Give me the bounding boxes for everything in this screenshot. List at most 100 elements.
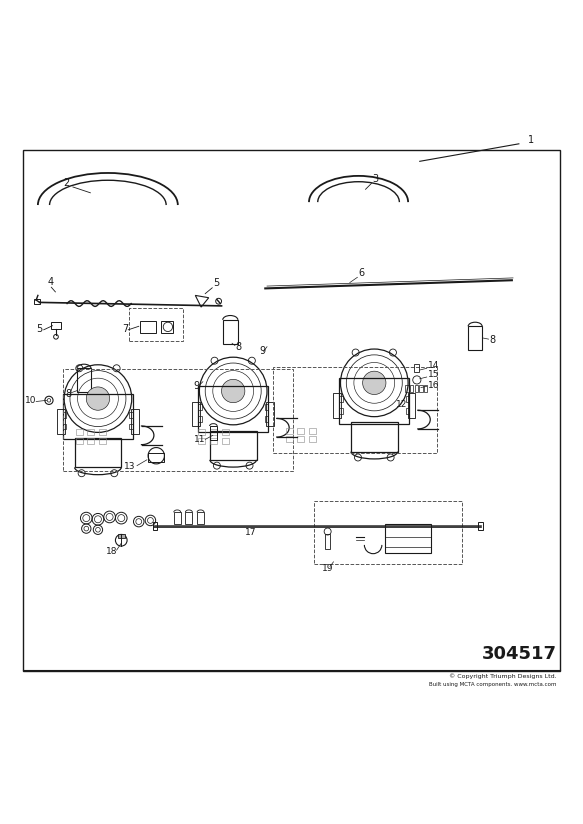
- Bar: [309, 428, 316, 434]
- Bar: [210, 429, 217, 435]
- Text: 304517: 304517: [482, 644, 557, 662]
- Bar: [286, 437, 293, 442]
- Bar: [118, 535, 125, 538]
- Bar: [265, 405, 268, 410]
- Bar: [222, 429, 229, 435]
- Bar: [223, 320, 238, 344]
- Text: 5: 5: [36, 324, 43, 334]
- Bar: [129, 424, 133, 429]
- Bar: [339, 378, 409, 424]
- Text: 9: 9: [259, 346, 266, 356]
- Bar: [405, 385, 409, 391]
- Text: 11: 11: [194, 435, 205, 444]
- Text: 19: 19: [322, 564, 334, 573]
- Text: 1: 1: [528, 134, 534, 145]
- Bar: [198, 438, 205, 444]
- Bar: [478, 522, 483, 530]
- Text: 8: 8: [490, 335, 496, 345]
- Circle shape: [86, 387, 110, 410]
- Bar: [87, 429, 94, 435]
- Bar: [34, 299, 40, 303]
- Text: 5: 5: [213, 278, 219, 288]
- Bar: [406, 408, 409, 414]
- Bar: [414, 364, 419, 372]
- Text: 17: 17: [245, 528, 257, 537]
- Bar: [87, 438, 94, 444]
- Bar: [297, 437, 304, 442]
- Bar: [77, 368, 91, 391]
- Bar: [406, 396, 409, 402]
- Bar: [309, 437, 316, 442]
- Bar: [131, 409, 139, 433]
- Text: 6: 6: [359, 268, 365, 278]
- Bar: [351, 423, 398, 452]
- Bar: [266, 401, 274, 426]
- Bar: [385, 536, 431, 547]
- Bar: [210, 426, 217, 440]
- Bar: [222, 438, 229, 444]
- Text: 13: 13: [124, 461, 135, 471]
- Bar: [99, 438, 106, 444]
- Bar: [265, 416, 268, 422]
- Text: 12: 12: [396, 400, 408, 410]
- Bar: [210, 438, 217, 444]
- Bar: [63, 369, 293, 471]
- Bar: [75, 438, 121, 467]
- Bar: [198, 386, 268, 432]
- Bar: [210, 431, 257, 460]
- Bar: [63, 424, 66, 429]
- Text: 7: 7: [122, 324, 129, 334]
- Bar: [76, 438, 83, 444]
- Text: 8: 8: [65, 389, 72, 399]
- Text: 9: 9: [194, 381, 200, 391]
- Bar: [385, 524, 431, 553]
- Text: 4: 4: [48, 277, 54, 287]
- Bar: [297, 428, 304, 434]
- Text: 8: 8: [236, 342, 242, 352]
- Bar: [63, 412, 66, 418]
- Bar: [198, 405, 202, 410]
- Text: 18: 18: [106, 546, 118, 555]
- Circle shape: [222, 379, 245, 403]
- Bar: [129, 308, 183, 341]
- Bar: [325, 535, 330, 549]
- Bar: [286, 428, 293, 434]
- Bar: [63, 394, 133, 439]
- Bar: [185, 513, 192, 524]
- Bar: [197, 513, 204, 524]
- Bar: [129, 412, 133, 418]
- Circle shape: [363, 371, 386, 395]
- Bar: [99, 429, 106, 435]
- Bar: [153, 522, 157, 530]
- Bar: [23, 150, 560, 672]
- Bar: [148, 453, 164, 461]
- Bar: [57, 409, 65, 433]
- Bar: [161, 321, 173, 333]
- Bar: [408, 393, 415, 418]
- Bar: [140, 321, 156, 333]
- Bar: [410, 385, 413, 391]
- Bar: [415, 385, 418, 391]
- Bar: [424, 385, 427, 391]
- Bar: [51, 321, 61, 329]
- Bar: [339, 408, 343, 414]
- Text: 15: 15: [428, 370, 440, 379]
- Bar: [174, 513, 181, 524]
- Bar: [419, 385, 423, 391]
- Bar: [314, 501, 462, 564]
- Bar: [198, 416, 202, 422]
- Text: 2: 2: [63, 178, 69, 188]
- Text: © Copyright Triumph Designs Ltd.: © Copyright Triumph Designs Ltd.: [449, 673, 557, 679]
- Bar: [339, 396, 343, 402]
- Bar: [468, 326, 482, 349]
- Text: 16: 16: [428, 381, 440, 390]
- Bar: [192, 401, 200, 426]
- Bar: [198, 429, 205, 435]
- Text: 3: 3: [372, 174, 378, 184]
- Text: 10: 10: [24, 396, 36, 405]
- Text: 14: 14: [428, 361, 440, 370]
- Bar: [273, 367, 437, 453]
- Text: Built using MCTA components. www.mcta.com: Built using MCTA components. www.mcta.co…: [429, 682, 557, 687]
- Bar: [76, 429, 83, 435]
- Bar: [333, 393, 341, 418]
